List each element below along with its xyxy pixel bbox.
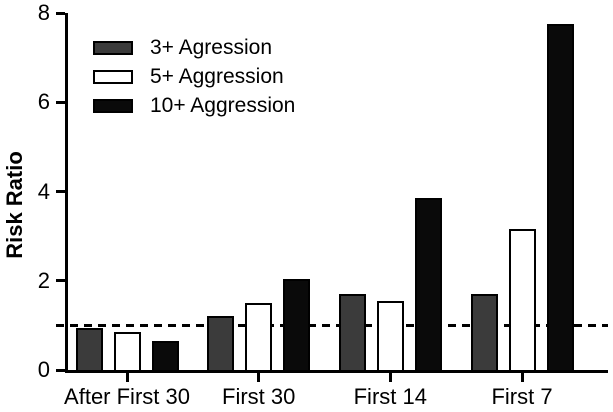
bar — [470, 294, 498, 370]
y-axis-title-text: Risk Ratio — [2, 151, 27, 259]
bar — [245, 303, 273, 370]
x-tick-mark — [125, 373, 129, 382]
x-axis-line — [65, 370, 608, 373]
y-tick-mark — [56, 190, 65, 193]
bar — [546, 24, 574, 370]
y-tick-label: 8 — [37, 0, 50, 25]
legend-swatch — [93, 69, 133, 84]
legend-label: 10+ Aggression — [150, 93, 296, 117]
y-tick-mark — [56, 368, 65, 372]
bar — [113, 332, 141, 370]
legend-label: 5+ Aggression — [150, 64, 284, 88]
y-tick-mark — [56, 11, 65, 15]
bar — [75, 327, 103, 370]
x-axis-label: First 7 — [491, 384, 553, 409]
legend: 3+ Agression 5+ Aggression 10+ Aggression — [93, 33, 295, 120]
x-tick-mark — [520, 373, 524, 382]
legend-item: 10+ Aggression — [93, 91, 295, 120]
bar — [283, 278, 311, 370]
legend-label: 3+ Agression — [150, 35, 273, 59]
x-tick-mark — [257, 373, 261, 382]
plot-area: 3+ Agression 5+ Aggression 10+ Aggression … — [38, 0, 608, 409]
bar-group — [207, 278, 311, 370]
bar — [151, 341, 179, 370]
x-axis-label: First 14 — [353, 384, 427, 409]
legend-swatch — [93, 40, 133, 55]
bar — [338, 294, 366, 370]
bar — [414, 198, 442, 370]
bar-group — [75, 327, 179, 370]
legend-swatch — [93, 98, 133, 113]
y-tick-label: 4 — [37, 178, 50, 204]
bar — [376, 300, 404, 370]
legend-item: 3+ Agression — [93, 33, 295, 62]
x-tick-mark — [388, 373, 392, 382]
y-tick-label: 6 — [37, 89, 50, 115]
legend-item: 5+ Aggression — [93, 62, 295, 91]
bar — [508, 229, 536, 370]
bar — [207, 316, 235, 370]
y-tick-mark — [56, 279, 65, 283]
y-tick-label: 2 — [37, 267, 50, 293]
y-axis-line — [65, 13, 68, 373]
bar-group — [338, 198, 442, 370]
bar-group — [470, 24, 574, 370]
y-tick-mark — [56, 100, 65, 104]
y-tick-label: 0 — [37, 357, 50, 382]
x-axis-label: After First 30 — [64, 384, 190, 409]
reference-line-dashed — [56, 323, 608, 327]
x-axis-label: First 30 — [222, 384, 296, 409]
